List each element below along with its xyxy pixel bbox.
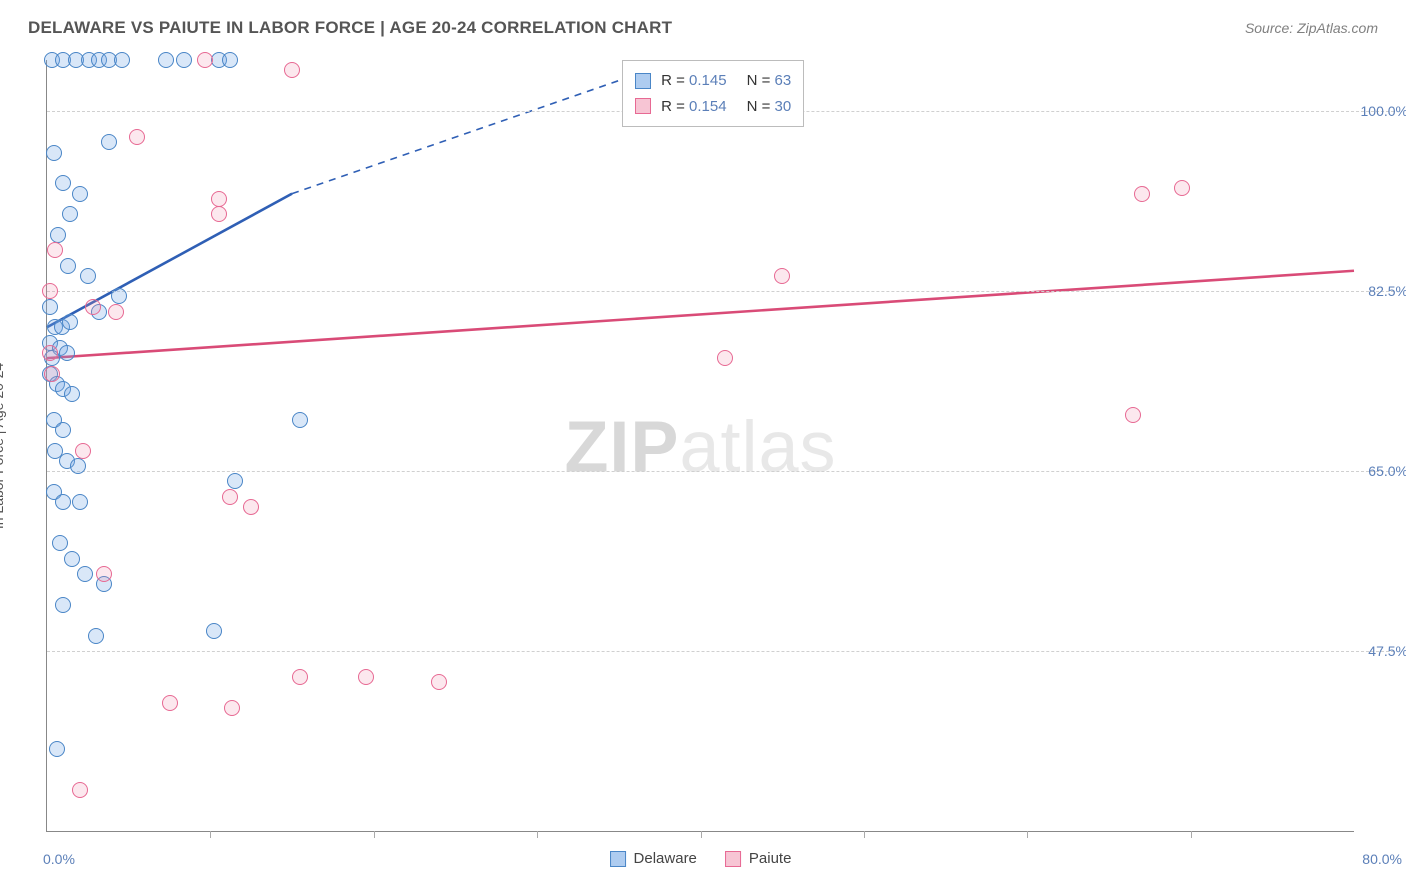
data-point-delaware bbox=[292, 412, 308, 428]
trend-line bbox=[47, 194, 292, 328]
x-tick-min: 0.0% bbox=[43, 851, 75, 867]
legend: Delaware Paiute bbox=[610, 850, 792, 867]
data-point-paiute bbox=[1125, 407, 1141, 423]
data-point-delaware bbox=[64, 551, 80, 567]
stat-r: R = 0.154 bbox=[661, 94, 726, 120]
legend-swatch bbox=[610, 851, 626, 867]
data-point-delaware bbox=[70, 458, 86, 474]
data-point-paiute bbox=[85, 299, 101, 315]
stat-n: N = 63 bbox=[747, 68, 792, 94]
y-tick-label: 65.0% bbox=[1368, 463, 1406, 479]
data-point-delaware bbox=[72, 186, 88, 202]
plot-area: ZIPatlas 0.0% 80.0% DelawarePaiute 100.0… bbox=[46, 60, 1354, 832]
stat-n: N = 30 bbox=[747, 94, 792, 120]
trend-line bbox=[292, 81, 619, 194]
data-point-paiute bbox=[75, 443, 91, 459]
y-axis-label: In Labor Force | Age 20-24 bbox=[0, 363, 6, 529]
data-point-paiute bbox=[358, 669, 374, 685]
y-tick-label: 100.0% bbox=[1361, 103, 1406, 119]
data-point-delaware bbox=[72, 494, 88, 510]
data-point-paiute bbox=[224, 700, 240, 716]
y-tick-label: 47.5% bbox=[1368, 643, 1406, 659]
stat-r: R = 0.145 bbox=[661, 68, 726, 94]
chart-container: DELAWARE VS PAIUTE IN LABOR FORCE | AGE … bbox=[0, 0, 1406, 892]
data-point-delaware bbox=[42, 299, 58, 315]
data-point-delaware bbox=[64, 386, 80, 402]
x-tick bbox=[701, 831, 702, 838]
x-tick bbox=[1191, 831, 1192, 838]
x-tick bbox=[374, 831, 375, 838]
data-point-paiute bbox=[211, 191, 227, 207]
chart-title: DELAWARE VS PAIUTE IN LABOR FORCE | AGE … bbox=[28, 18, 672, 38]
gridline-h bbox=[47, 651, 1394, 652]
data-point-delaware bbox=[77, 566, 93, 582]
stats-row: R = 0.154 N = 30 bbox=[635, 94, 791, 120]
trend-line bbox=[47, 271, 1354, 358]
chart-source: Source: ZipAtlas.com bbox=[1245, 20, 1378, 36]
data-point-paiute bbox=[717, 350, 733, 366]
legend-label: Delaware bbox=[634, 850, 697, 867]
header-row: DELAWARE VS PAIUTE IN LABOR FORCE | AGE … bbox=[28, 18, 1378, 38]
data-point-delaware bbox=[88, 628, 104, 644]
gridline-h bbox=[47, 471, 1394, 472]
data-point-paiute bbox=[44, 366, 60, 382]
x-tick-max: 80.0% bbox=[1362, 851, 1402, 867]
data-point-delaware bbox=[59, 345, 75, 361]
legend-item-delaware: Delaware bbox=[610, 850, 697, 867]
data-point-paiute bbox=[72, 782, 88, 798]
data-point-delaware bbox=[60, 258, 76, 274]
legend-swatch bbox=[635, 73, 651, 89]
data-point-delaware bbox=[62, 314, 78, 330]
data-point-delaware bbox=[49, 741, 65, 757]
data-point-delaware bbox=[46, 145, 62, 161]
plot-outer: ZIPatlas 0.0% 80.0% DelawarePaiute 100.0… bbox=[46, 60, 1354, 832]
legend-item-paiute: Paiute bbox=[725, 850, 792, 867]
data-point-delaware bbox=[206, 623, 222, 639]
data-point-paiute bbox=[292, 669, 308, 685]
data-point-paiute bbox=[162, 695, 178, 711]
legend-swatch bbox=[635, 98, 651, 114]
data-point-paiute bbox=[129, 129, 145, 145]
data-point-paiute bbox=[1134, 186, 1150, 202]
data-point-paiute bbox=[431, 674, 447, 690]
stats-box: R = 0.145 N = 63 R = 0.154 N = 30 bbox=[622, 60, 804, 127]
x-tick bbox=[537, 831, 538, 838]
y-tick-label: 82.5% bbox=[1368, 283, 1406, 299]
data-point-paiute bbox=[108, 304, 124, 320]
x-tick bbox=[210, 831, 211, 838]
data-point-delaware bbox=[62, 206, 78, 222]
legend-swatch bbox=[725, 851, 741, 867]
x-tick bbox=[864, 831, 865, 838]
stats-row: R = 0.145 N = 63 bbox=[635, 68, 791, 94]
trend-lines-layer bbox=[47, 60, 1354, 831]
data-point-paiute bbox=[222, 489, 238, 505]
data-point-paiute bbox=[774, 268, 790, 284]
data-point-delaware bbox=[80, 268, 96, 284]
legend-label: Paiute bbox=[749, 850, 792, 867]
data-point-paiute bbox=[211, 206, 227, 222]
x-tick bbox=[1027, 831, 1028, 838]
gridline-h bbox=[47, 291, 1394, 292]
data-point-delaware bbox=[222, 52, 238, 68]
